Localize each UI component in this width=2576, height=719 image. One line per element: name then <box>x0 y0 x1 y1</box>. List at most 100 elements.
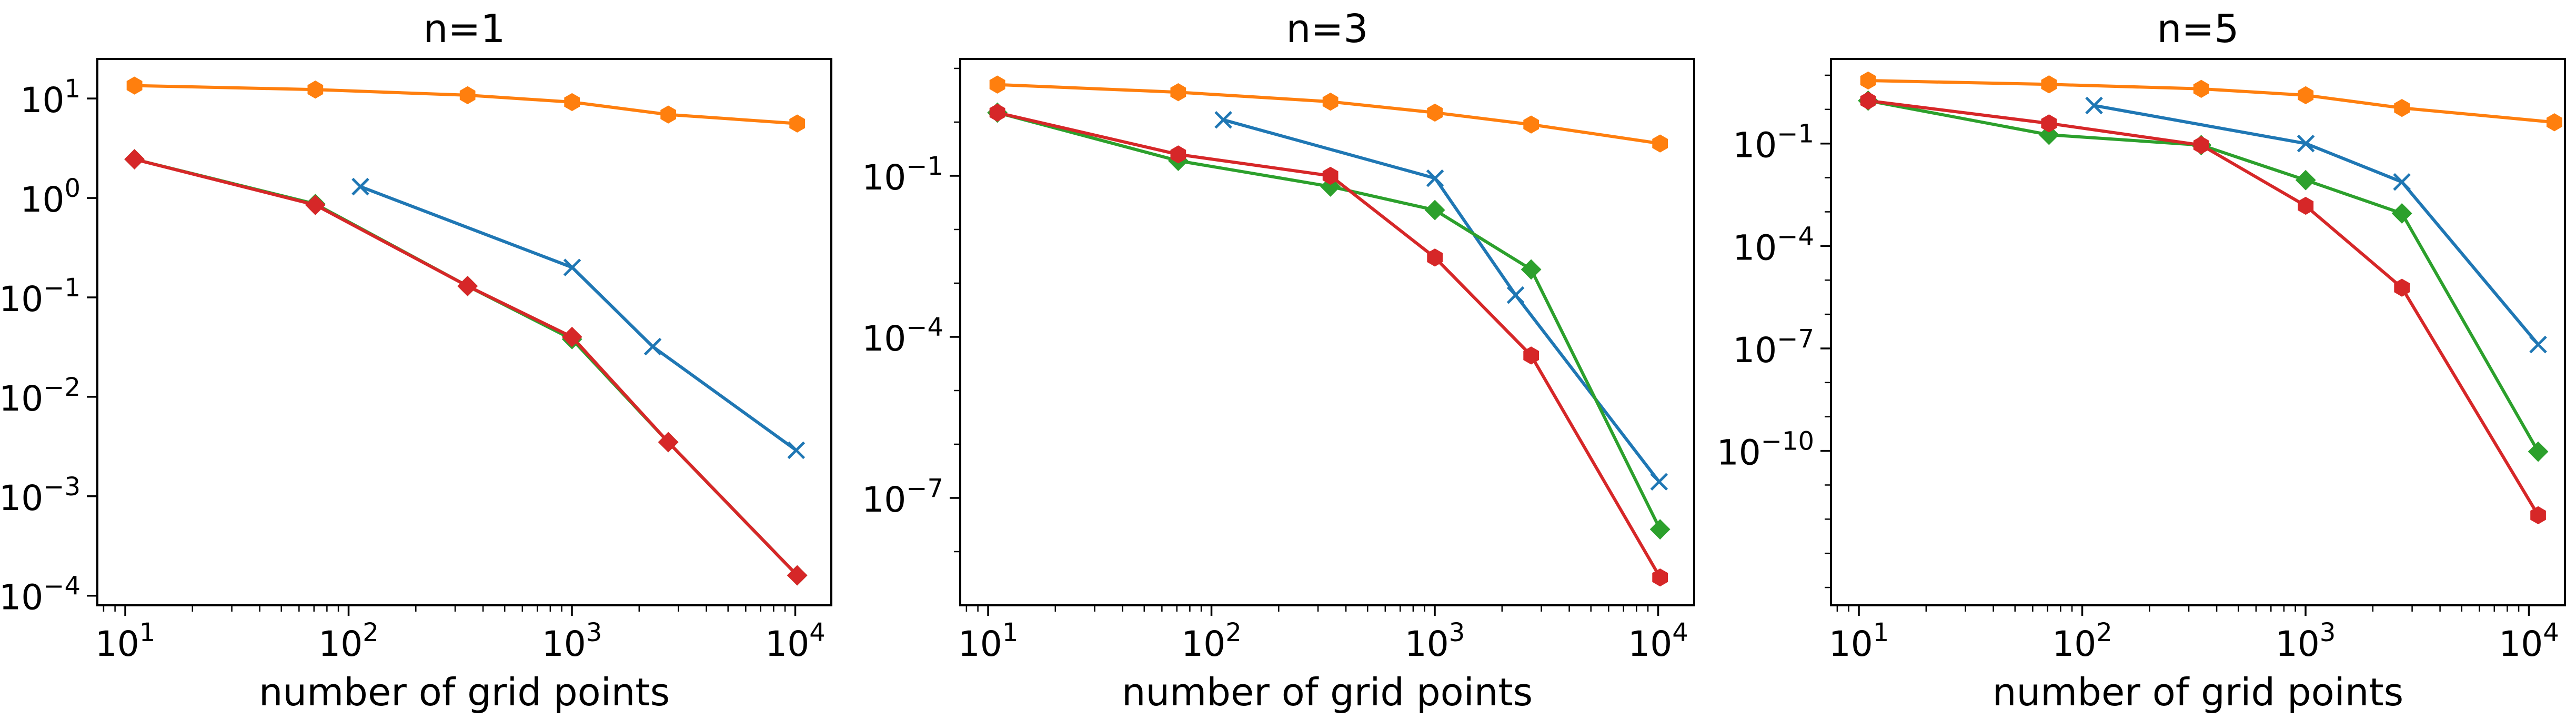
data-point-hexagon-marker <box>2193 136 2209 154</box>
y-tick-label: 10−3 <box>0 472 80 518</box>
y-tick-label: 10−1 <box>1733 119 1814 166</box>
chart-title: n=1 <box>424 6 506 52</box>
axes-frame <box>959 58 1695 606</box>
data-point-diamond-marker <box>1649 519 1671 540</box>
series-line <box>134 84 798 125</box>
series-line <box>2094 104 2540 346</box>
data-point-diamond-marker <box>787 565 808 586</box>
x-tick-label: 104 <box>2499 618 2559 664</box>
series-line <box>134 157 799 577</box>
data-point-x-marker <box>1214 111 1232 129</box>
series-2 <box>351 177 806 460</box>
data-point-x-marker <box>1426 169 1444 187</box>
chart-panel-1: n=1 101 102 103 104 101 100 10−1 10−2 10−3 10−4 num… <box>0 6 832 714</box>
data-point-diamond-marker <box>2391 203 2412 224</box>
data-point-stroke <box>1426 169 1444 187</box>
data-point-hexagon-marker <box>2041 75 2057 94</box>
y-tick-label: 10−1 <box>862 152 943 198</box>
data-point-hexagon-marker <box>2041 114 2057 133</box>
series-line <box>997 111 1662 531</box>
series-line <box>1868 99 2540 516</box>
data-point-hexagon-marker <box>1860 71 1876 90</box>
chart-panel-2: n=3 101 102 103 104 10−1 10−4 10−7 number of gri… <box>862 6 1695 714</box>
y-tick-label: 10−10 <box>1717 427 1814 473</box>
x-tick-label: 101 <box>1829 618 1889 664</box>
series-line <box>134 157 799 577</box>
data-point-hexagon-marker <box>789 114 805 133</box>
data-point-hexagon-marker <box>1322 93 1339 111</box>
data-point-hexagon-marker <box>989 75 1005 94</box>
data-point-hexagon-marker <box>1427 103 1443 122</box>
data-point-hexagon-marker <box>1170 145 1186 164</box>
series-line <box>1868 99 2540 453</box>
data-point-x-marker <box>643 337 662 356</box>
series-4 <box>124 149 808 586</box>
plot-area <box>1858 71 2562 525</box>
x-axis-label: number of grid points <box>1122 670 1533 714</box>
chart-title: n=3 <box>1286 6 1368 52</box>
series-line <box>1223 118 1661 483</box>
x-tick-label: 101 <box>958 618 1019 664</box>
x-tick-label: 103 <box>1405 618 1465 664</box>
series-4 <box>1860 92 2546 525</box>
series-4 <box>989 103 1668 587</box>
y-tick-label: 101 <box>20 74 80 121</box>
data-point-stroke <box>1506 286 1525 304</box>
series-3 <box>124 149 808 586</box>
data-point-hexagon-marker <box>2298 196 2314 215</box>
y-tick-label: 100 <box>20 174 80 220</box>
y-tick-label: 10−7 <box>862 474 943 520</box>
y-tick-label: 10−4 <box>862 313 943 359</box>
data-point-diamond-marker <box>124 149 145 169</box>
series-line <box>997 83 1661 145</box>
data-point-hexagon-marker <box>1652 134 1668 153</box>
data-point-hexagon-marker <box>2394 278 2410 297</box>
data-point-stroke <box>563 258 581 276</box>
data-point-hexagon-marker <box>564 93 580 112</box>
data-point-diamond-marker <box>1521 259 1542 280</box>
series-line <box>360 185 798 452</box>
data-point-diamond-marker <box>561 326 582 347</box>
data-point-x-marker <box>1650 473 1668 491</box>
data-point-x-marker <box>787 441 806 460</box>
data-point-stroke <box>351 177 369 196</box>
x-tick-label: 102 <box>318 618 379 664</box>
data-point-x-marker <box>1506 286 1525 304</box>
data-point-hexagon-marker <box>2394 98 2410 117</box>
data-point-diamond-marker <box>2295 169 2316 191</box>
data-point-hexagon-marker <box>660 105 676 124</box>
data-point-hexagon-marker <box>2193 79 2209 98</box>
data-point-diamond-marker <box>305 194 326 215</box>
x-tick-label: 102 <box>1181 618 1242 664</box>
data-point-diamond-marker <box>1424 199 1445 221</box>
data-point-x-marker <box>2393 173 2411 191</box>
chart-title: n=5 <box>2157 6 2239 52</box>
data-point-hexagon-marker <box>307 81 324 99</box>
data-point-hexagon-marker <box>1427 248 1443 267</box>
x-tick-label: 103 <box>2276 618 2336 664</box>
x-axis-label: number of grid points <box>259 670 670 714</box>
series-1 <box>126 76 805 133</box>
data-point-stroke <box>1650 473 1668 491</box>
data-point-hexagon-marker <box>459 86 476 105</box>
data-point-stroke <box>643 337 662 356</box>
axes-frame <box>96 58 832 606</box>
data-point-hexagon-marker <box>1652 568 1668 587</box>
x-tick-label: 103 <box>542 618 602 664</box>
plot-area <box>124 76 808 586</box>
data-point-hexagon-marker <box>2530 506 2546 525</box>
y-tick-label: 10−4 <box>0 572 80 618</box>
data-point-diamond-marker <box>457 276 478 296</box>
chart-panel-3: n=5 101 102 103 104 10−1 10−4 10−7 10−10 number o… <box>1717 6 2566 714</box>
data-point-hexagon-marker <box>2298 86 2314 105</box>
y-tick-label: 10−7 <box>1733 324 1814 371</box>
x-tick-label: 101 <box>95 618 156 664</box>
series-line <box>1868 79 2555 124</box>
data-point-stroke <box>2529 335 2547 354</box>
data-point-hexagon-marker <box>1322 166 1339 185</box>
series-line <box>997 111 1662 578</box>
data-point-hexagon-marker <box>1170 83 1186 102</box>
data-point-hexagon-marker <box>1860 92 1876 110</box>
data-point-x-marker <box>2529 335 2547 354</box>
